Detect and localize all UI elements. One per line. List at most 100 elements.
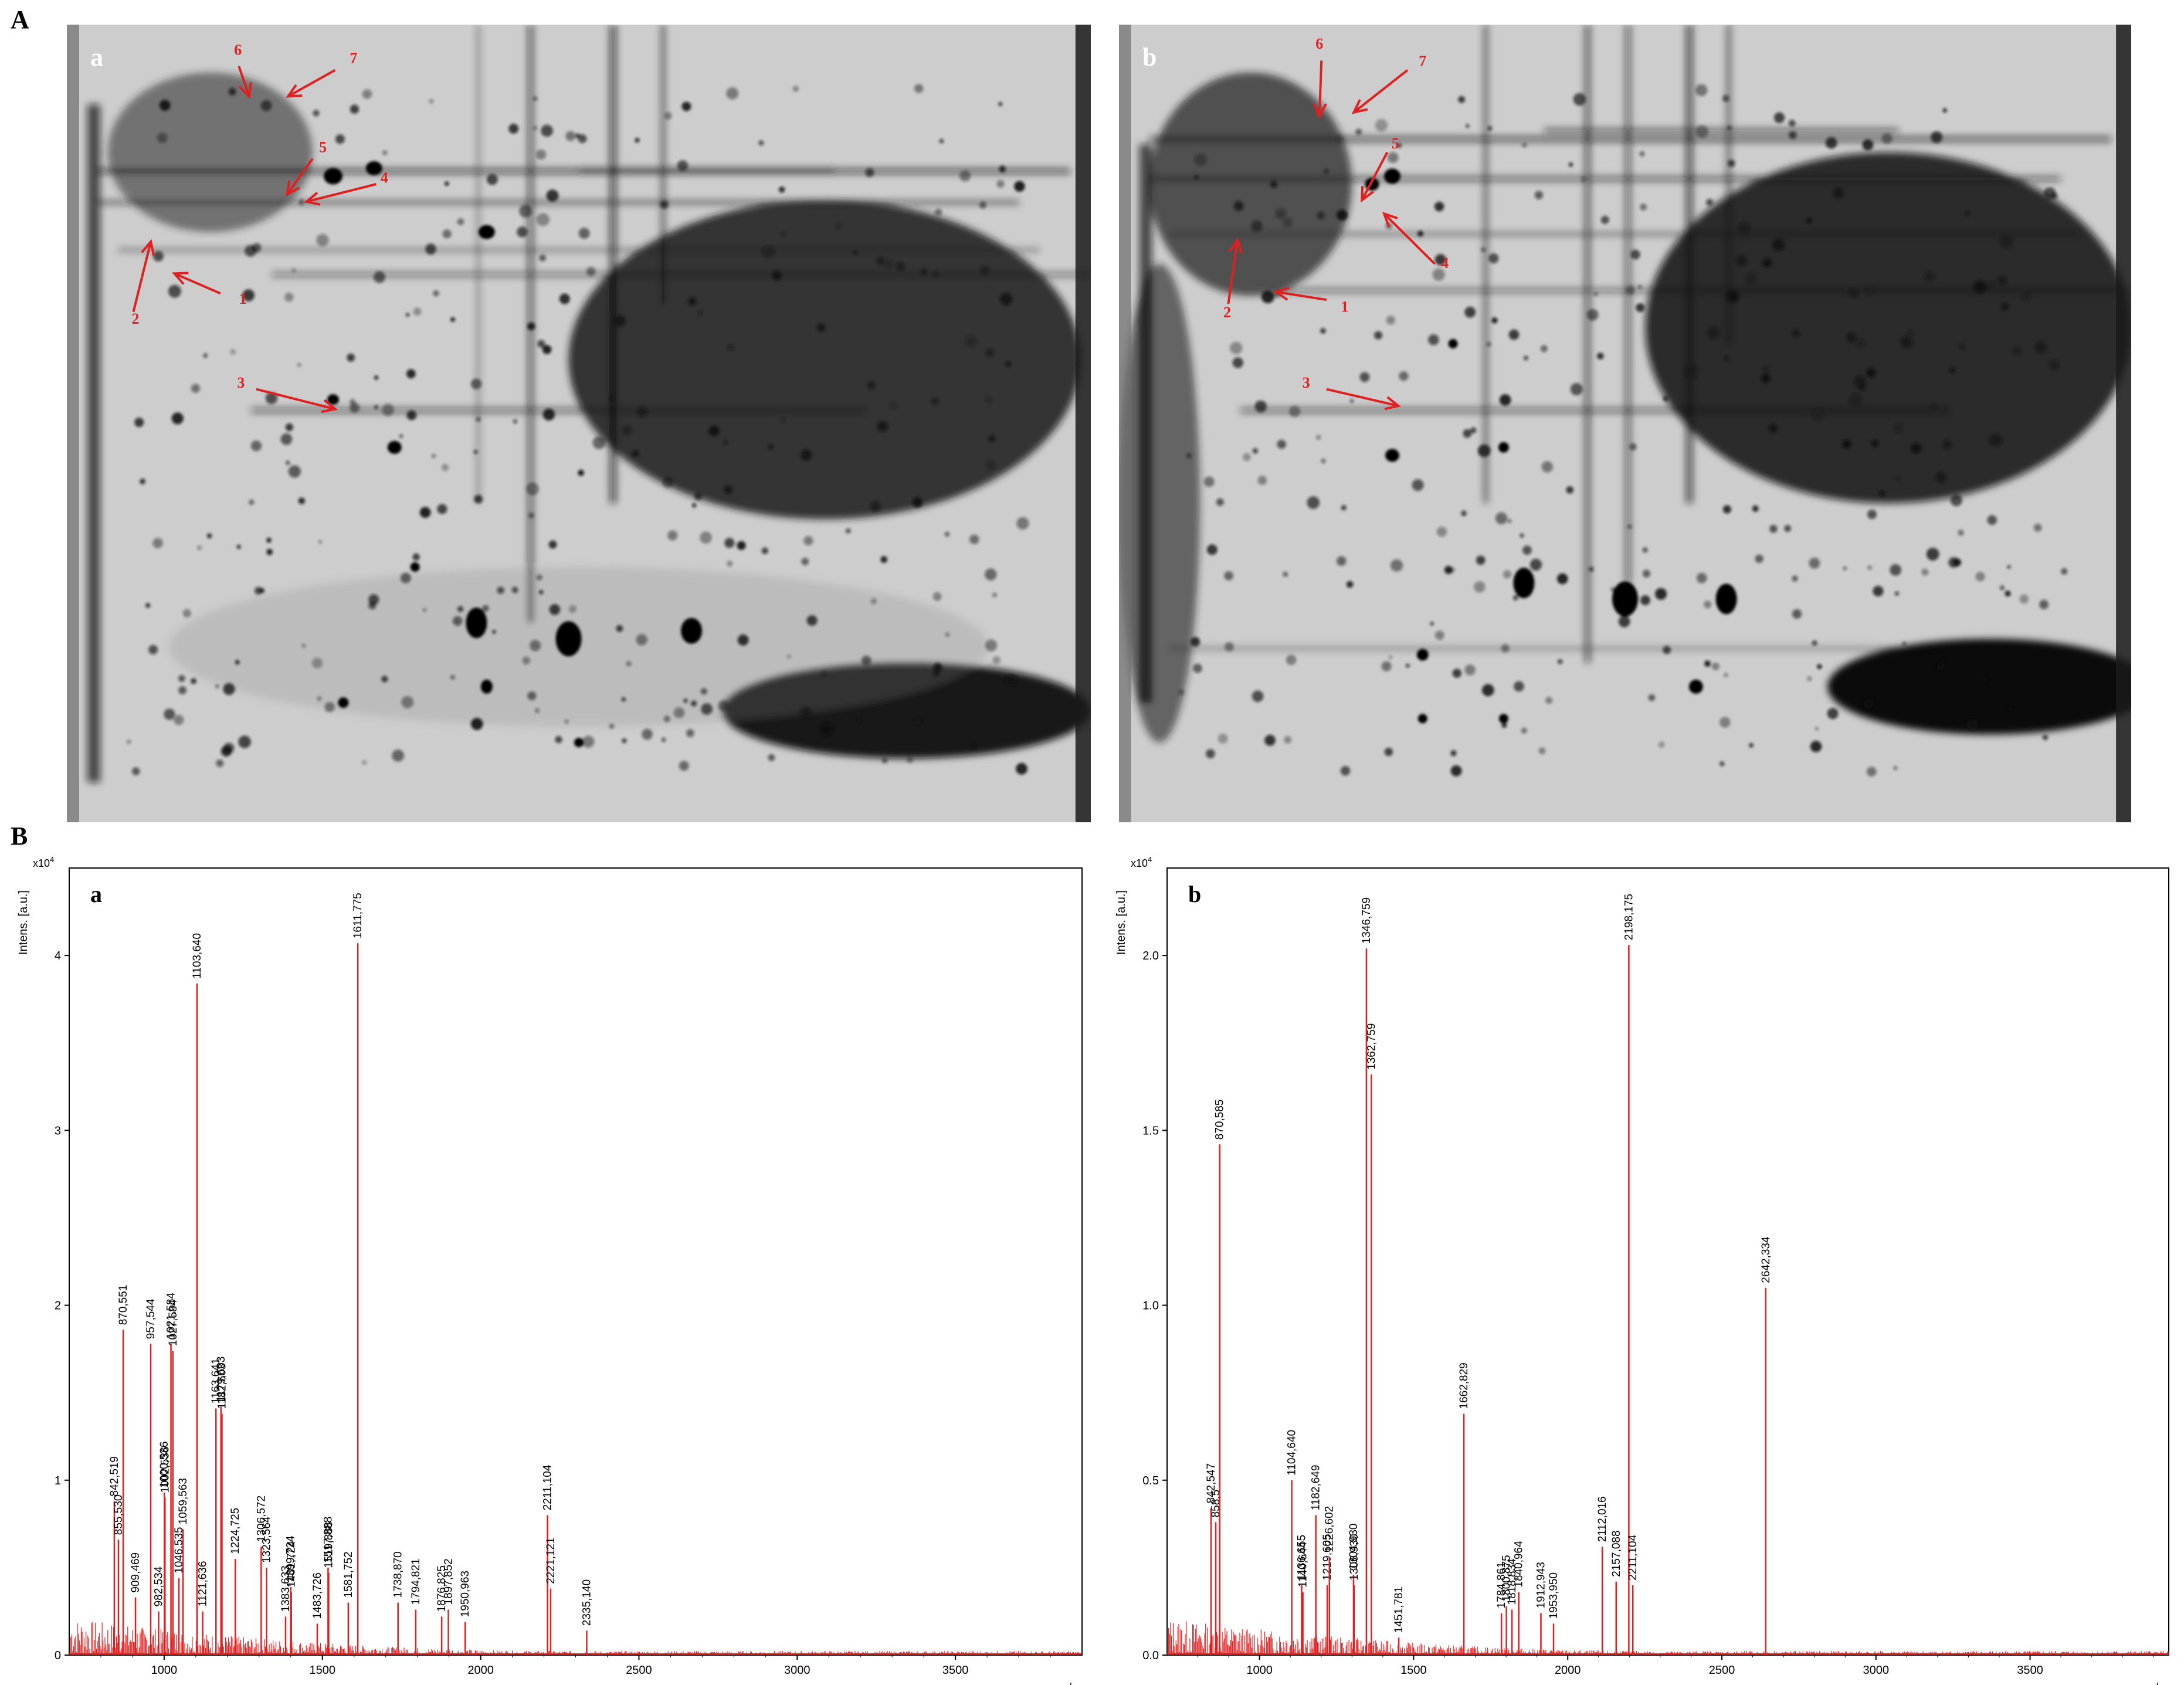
gel-spot bbox=[2039, 599, 2049, 609]
spot-arrow-head-1 bbox=[1273, 286, 1290, 301]
gel-spot bbox=[1481, 247, 1486, 252]
gel-spot bbox=[1487, 126, 1493, 131]
y-tick-label: 0.5 bbox=[1142, 1474, 1159, 1487]
gel-spot bbox=[197, 545, 202, 551]
gel-image-b: 1 2 3 4 5 6 7 b bbox=[1119, 25, 2131, 822]
gel-spot bbox=[265, 392, 278, 405]
gel-spot bbox=[542, 408, 555, 421]
gel-spot bbox=[1866, 767, 1877, 777]
gel-spot bbox=[1499, 394, 1511, 406]
gel-spot bbox=[1762, 258, 1772, 267]
gel-spot bbox=[1270, 181, 1278, 188]
peak-label-34: 2221,121 bbox=[545, 1537, 557, 1584]
gel-spot bbox=[1966, 718, 1979, 731]
gel-spot bbox=[1503, 570, 1511, 579]
gel-spot bbox=[1817, 664, 1822, 669]
gel-spot bbox=[2050, 360, 2059, 369]
gel-spot bbox=[284, 293, 294, 302]
gel-spot bbox=[1391, 559, 1403, 572]
peak-label-2: 870,551 bbox=[117, 1285, 130, 1325]
peak-label-18: 1840,964 bbox=[1513, 1541, 1525, 1588]
gel-spot bbox=[1520, 533, 1524, 538]
gel-spot bbox=[528, 513, 534, 518]
gel-spot bbox=[1926, 547, 1939, 561]
gel-spot bbox=[215, 684, 219, 689]
gel-spot bbox=[698, 311, 703, 316]
arrows: 1 2 3 4 5 6 7 bbox=[131, 42, 388, 413]
gel-spot bbox=[637, 406, 647, 418]
gel-band bbox=[1169, 646, 2081, 650]
gel-spot bbox=[1178, 689, 1184, 696]
peak-label-0: 842,519 bbox=[108, 1456, 121, 1497]
gel-band bbox=[1149, 176, 2061, 182]
gel-spot bbox=[457, 606, 464, 612]
gel-band bbox=[1544, 128, 1899, 133]
gel-band bbox=[272, 272, 1091, 277]
gel-spot bbox=[1600, 215, 1609, 224]
y-tick-label: 0 bbox=[55, 1649, 61, 1662]
gel-spot bbox=[235, 660, 240, 665]
gel-spot bbox=[260, 100, 272, 111]
gel-spot bbox=[1871, 440, 1878, 447]
gel-spot bbox=[1566, 486, 1574, 494]
gel-spot bbox=[1461, 510, 1467, 517]
gel-spot bbox=[2022, 293, 2031, 302]
peak-label-10: 1046,535 bbox=[173, 1527, 185, 1574]
gel-spot bbox=[1773, 112, 1785, 123]
gel-spot bbox=[470, 718, 483, 730]
peak-label-4: 1136,655 bbox=[1296, 1535, 1308, 1581]
gel-spot bbox=[1902, 642, 1906, 646]
gel-spot bbox=[932, 592, 942, 601]
gel-spot-large bbox=[410, 562, 420, 572]
gel-spot bbox=[1016, 762, 1027, 775]
gel-spot bbox=[1663, 396, 1668, 401]
gel-spot bbox=[513, 419, 518, 424]
gel-spot bbox=[1655, 588, 1667, 600]
gel-spot bbox=[700, 531, 712, 544]
gel-spot bbox=[857, 717, 862, 723]
peak-label-22: 1401,724 bbox=[286, 1541, 298, 1588]
gel-spot bbox=[1949, 367, 1956, 374]
gel-spot bbox=[1434, 201, 1444, 212]
panel-label-B: B bbox=[11, 822, 28, 850]
gel-spot bbox=[223, 743, 235, 754]
x-tick-label: 3500 bbox=[942, 1664, 969, 1677]
gel-spot-large bbox=[1416, 649, 1429, 661]
gel-spot-large bbox=[327, 394, 339, 405]
gel-spot bbox=[1642, 569, 1651, 578]
gel-spot bbox=[476, 417, 481, 422]
gel-spot bbox=[1225, 642, 1234, 652]
gel-spot-large bbox=[1498, 714, 1508, 724]
gel-spot bbox=[1488, 253, 1499, 263]
gel-spot bbox=[1636, 303, 1645, 313]
gel-spot bbox=[737, 634, 749, 646]
gel-spot bbox=[527, 322, 535, 331]
gel-spot bbox=[453, 616, 463, 626]
gel-spot bbox=[401, 696, 414, 708]
spot-arrow-6 bbox=[238, 66, 250, 97]
gel-spot bbox=[1522, 545, 1532, 555]
gel-spot bbox=[920, 268, 928, 275]
peak-label-0: 842,547 bbox=[1205, 1463, 1218, 1504]
gel-spot bbox=[1959, 343, 1965, 350]
gel-spot bbox=[1508, 329, 1520, 340]
gel-spot bbox=[565, 131, 576, 141]
gel-spot bbox=[1849, 289, 1858, 298]
gel-spot bbox=[800, 707, 812, 718]
gel-spot bbox=[191, 384, 200, 393]
gel-spot bbox=[1735, 255, 1747, 266]
peak-label-21: 2112,016 bbox=[1596, 1496, 1609, 1542]
spot-arrow-head-4 bbox=[1382, 212, 1398, 228]
gel-spot bbox=[959, 170, 971, 182]
gel-spot bbox=[907, 757, 913, 763]
gel-spot bbox=[1813, 409, 1824, 421]
gel-spot bbox=[635, 138, 640, 143]
gel-spot bbox=[1724, 356, 1729, 361]
gel-spot bbox=[1586, 309, 1599, 321]
peak-label-20: 1953,950 bbox=[1548, 1572, 1560, 1619]
gel-spot bbox=[1568, 162, 1573, 167]
gel-spot bbox=[517, 226, 528, 238]
gel-spot bbox=[318, 540, 323, 544]
x-tick-label: 1500 bbox=[310, 1664, 336, 1677]
peak-label-16: 1800,875 bbox=[1501, 1555, 1513, 1601]
